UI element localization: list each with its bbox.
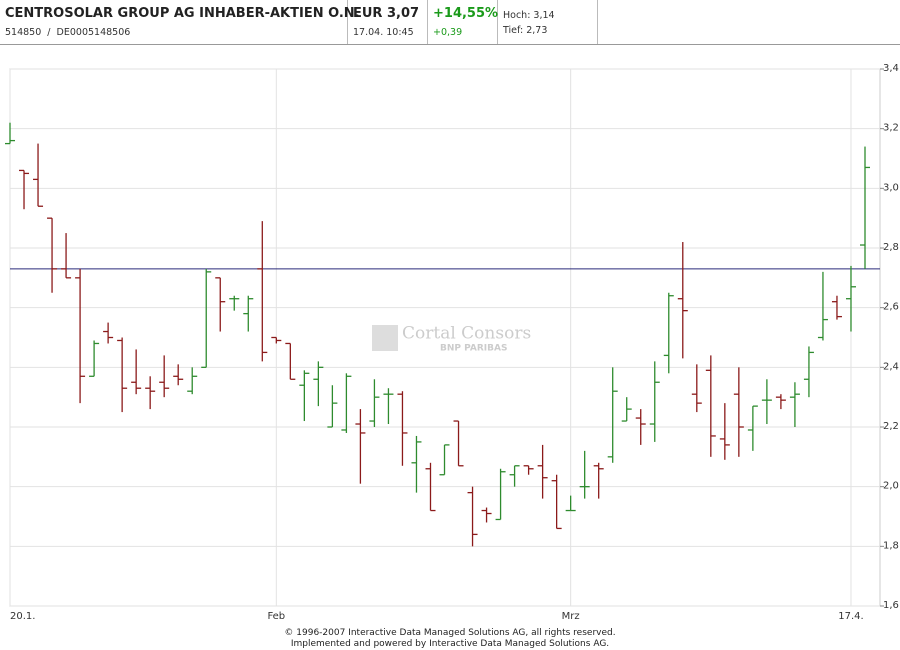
watermark-sub: BNP PARIBAS bbox=[440, 344, 507, 354]
x-tick-label: Feb bbox=[267, 611, 285, 622]
day-low: Tief: 2,73 bbox=[503, 25, 548, 36]
change-pct: +14,55% bbox=[433, 6, 499, 21]
change-cell: +14,55% +0,39 bbox=[428, 0, 498, 44]
name-cell: CENTROSOLAR GROUP AG INHABER-AKTIEN O.N.… bbox=[0, 0, 360, 44]
day-high: Hoch: 3,14 bbox=[503, 10, 555, 21]
chart: Cortal Consors BNP PARIBAS 1,6 1,8 2,0 2,2 2… bbox=[5, 63, 899, 622]
y-tick-label: 2,0 bbox=[883, 481, 899, 492]
footer: © 1996-2007 Interactive Data Managed Sol… bbox=[0, 628, 900, 650]
stock-ids: 514850 / DE0005148506 bbox=[5, 27, 131, 38]
footer-line: Implemented and powered by Interactive D… bbox=[290, 639, 610, 649]
stock-name: CENTROSOLAR GROUP AG INHABER-AKTIEN O.N. bbox=[5, 6, 360, 21]
y-tick-label: 2,8 bbox=[883, 242, 899, 253]
x-tick-label: Mrz bbox=[562, 611, 580, 622]
change: +0,39 bbox=[433, 27, 463, 38]
y-tick-label: 2,6 bbox=[883, 302, 899, 313]
y-tick-label: 3,0 bbox=[883, 182, 899, 193]
watermark-brand: Cortal Consors bbox=[402, 324, 531, 344]
y-tick-label: 3,4 bbox=[883, 63, 899, 74]
quote-header: CENTROSOLAR GROUP AG INHABER-AKTIEN O.N.… bbox=[0, 0, 900, 45]
y-tick-label: 1,8 bbox=[883, 540, 899, 551]
footer-line: © 1996-2007 Interactive Data Managed Sol… bbox=[284, 628, 616, 638]
price-cell: EUR 3,07 17.04. 10:45 bbox=[348, 0, 428, 44]
y-tick-label: 1,6 bbox=[883, 600, 899, 611]
range-cell: Hoch: 3,14 Tief: 2,73 bbox=[498, 0, 598, 44]
y-tick-label: 2,4 bbox=[883, 361, 899, 372]
watermark-logo bbox=[372, 325, 398, 351]
datetime: 17.04. 10:45 bbox=[353, 27, 414, 38]
y-tick-label: 3,2 bbox=[883, 123, 899, 134]
x-tick-label: 20.1. bbox=[10, 611, 35, 622]
y-tick-label: 2,2 bbox=[883, 421, 899, 432]
price: EUR 3,07 bbox=[353, 6, 420, 21]
x-tick-label: 17.4. bbox=[838, 611, 863, 622]
